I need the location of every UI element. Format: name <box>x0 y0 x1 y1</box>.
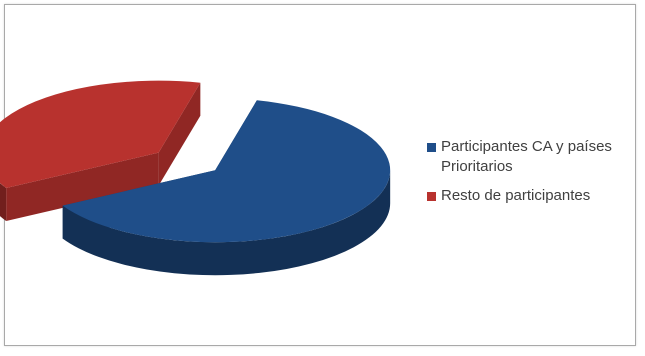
legend-label-1: Resto de participantes <box>441 187 591 204</box>
pie-slice-1-side-0 <box>0 182 7 221</box>
chart-legend: Participantes CA y países Prioritarios R… <box>427 137 637 215</box>
legend-swatch-1 <box>427 192 436 201</box>
pie-slice-1-wall-1 <box>158 82 201 186</box>
pie-slice-0 <box>62 100 391 276</box>
legend-label-0: Participantes CA y países Prioritarios <box>441 138 612 175</box>
legend-item-1: Resto de participantes <box>427 186 637 206</box>
pie-slice-0-top <box>62 100 391 243</box>
legend-swatch-0 <box>427 143 436 152</box>
pie-slice-1-wall-0 <box>6 152 159 221</box>
pie-slice-1 <box>0 80 201 221</box>
legend-item-0: Participantes CA y países Prioritarios <box>427 137 637 177</box>
pie-slice-0-side-0 <box>62 170 391 276</box>
pie-slice-1-top <box>0 80 201 188</box>
